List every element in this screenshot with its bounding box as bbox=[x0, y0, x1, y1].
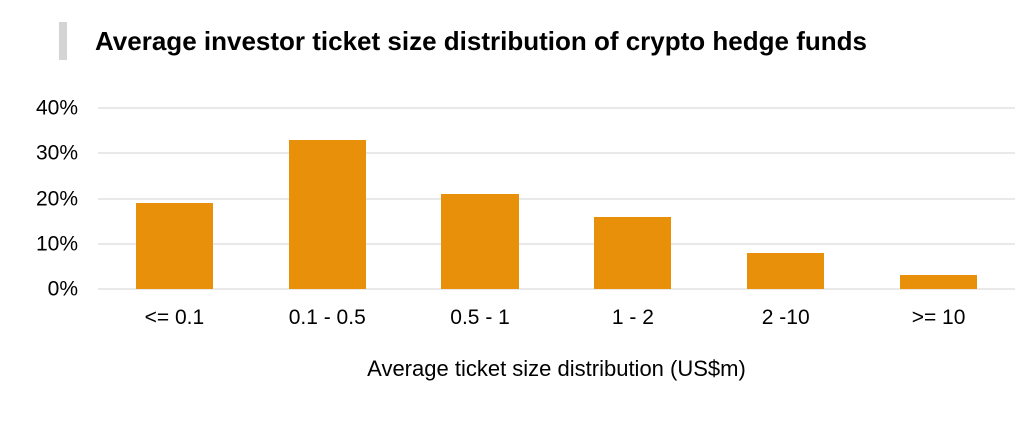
x-tick-label: <= 0.1 bbox=[144, 306, 205, 329]
y-tick-label: 40% bbox=[35, 96, 78, 120]
bar-slot bbox=[404, 108, 557, 289]
bar bbox=[899, 275, 978, 289]
y-tick-label: 10% bbox=[35, 232, 78, 256]
gridline bbox=[98, 242, 1015, 245]
bars-row bbox=[98, 108, 1015, 289]
gridline bbox=[98, 288, 1015, 290]
x-axis-labels: <= 0.1 0.1 - 0.5 0.5 - 1 1 - 2 2 -10 >= 10 bbox=[98, 306, 1015, 330]
gridline bbox=[98, 152, 1015, 155]
bar-slot bbox=[709, 108, 862, 289]
bar-slot bbox=[251, 108, 404, 289]
bar-slot bbox=[862, 108, 1015, 289]
x-tick-label: 0.5 - 1 bbox=[450, 306, 510, 329]
chart-header: Average investor ticket size distributio… bbox=[59, 22, 1010, 60]
x-axis-title: Average ticket size distribution (US$m) bbox=[367, 356, 746, 381]
bar-slot bbox=[556, 108, 709, 289]
title-accent-bar bbox=[59, 22, 67, 60]
bar bbox=[441, 193, 519, 289]
x-tick-label: >= 10 bbox=[911, 306, 966, 329]
y-tick-label: 20% bbox=[35, 187, 78, 210]
gridline bbox=[98, 197, 1015, 200]
bar bbox=[135, 203, 213, 289]
gridline bbox=[98, 107, 1015, 109]
bar bbox=[288, 139, 366, 289]
x-tick-label: 2 -10 bbox=[761, 306, 810, 329]
bar bbox=[594, 216, 672, 289]
x-tick-label: 0.1 - 0.5 bbox=[288, 306, 366, 329]
y-tick-label: 0% bbox=[47, 277, 78, 301]
y-axis: 0% 10% 20% 30% 40% bbox=[0, 98, 78, 300]
chart-title: Average investor ticket size distributio… bbox=[95, 26, 867, 56]
x-tick-label: 1 - 2 bbox=[611, 306, 654, 329]
bar bbox=[747, 252, 825, 289]
plot-area bbox=[98, 107, 1015, 290]
y-tick-label: 30% bbox=[35, 141, 78, 165]
bar-slot bbox=[98, 108, 251, 289]
